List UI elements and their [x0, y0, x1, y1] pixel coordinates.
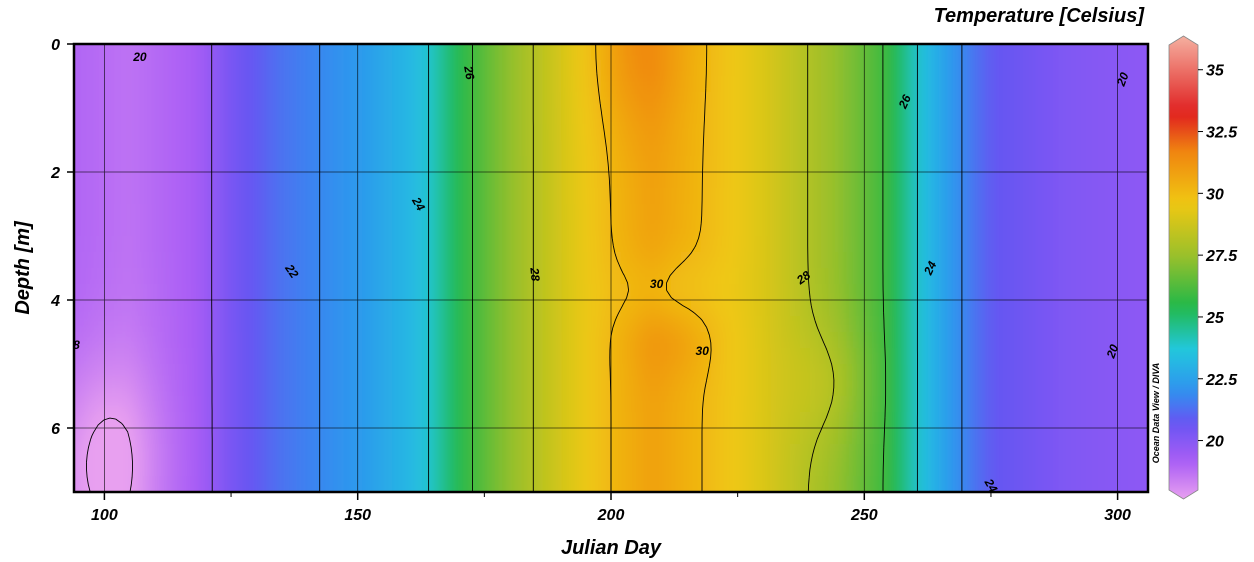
contour-label-7: 24 [981, 475, 1000, 495]
y-axis-title: Depth [m] [12, 220, 34, 315]
colorbar-tick-label: 22.5 [1205, 372, 1238, 389]
colorbar-tick-label: 30 [1206, 186, 1224, 203]
colorbar-tick-label: 32.5 [1206, 125, 1238, 142]
contour-label-3: 8 [73, 338, 80, 352]
temperature-field [74, 44, 1148, 492]
contour-label-text: 28 [793, 268, 813, 288]
colorbar-tick-label: 35 [1206, 63, 1225, 80]
colorbar-ticks: 20 22.5 25 27.5 30 32.5 35 [1198, 63, 1238, 451]
contour-label-8: 26 [461, 64, 477, 81]
x-tick-label-300: 300 [1104, 507, 1131, 524]
contour-label-10: 28 [527, 266, 542, 282]
contour-label-text: 20 [1113, 70, 1131, 89]
y-axis: 0 2 4 6 [50, 37, 74, 438]
contour-label-0: 20 [132, 50, 147, 64]
x-tick-label-150: 150 [344, 507, 371, 524]
colorbar-tick-label: 25 [1205, 310, 1225, 327]
contour-label-text: 24 [981, 475, 1000, 495]
contour-label-text: 20 [1103, 342, 1121, 361]
contour-20 [211, 44, 213, 492]
contour-label-text: 24 [921, 259, 940, 278]
y-tick-label-2: 2 [50, 165, 60, 182]
contour-label-2: 20 [1103, 342, 1121, 361]
contour-label-text: 22 [282, 261, 302, 281]
contour-label-text: 24 [409, 194, 428, 214]
contour-28 [532, 44, 835, 492]
colorbar-tick-label: 20 [1205, 434, 1224, 451]
contour-label-text: 26 [895, 92, 914, 111]
contour-18 [86, 417, 133, 492]
contour-22 [319, 44, 963, 492]
colorbar-tick-label: 27.5 [1205, 248, 1238, 265]
x-tick-label-250: 250 [850, 507, 878, 524]
odv-watermark: Ocean Data View / DIVA [1151, 363, 1161, 464]
x-axis-title: Julian Day [561, 537, 662, 559]
contour-label-text: 28 [527, 266, 542, 282]
contour-labels: 20 20 20 8 22 24 24 24 26 26 28 28 30 30 [73, 50, 1132, 495]
contour-label-1: 20 [1113, 70, 1131, 89]
grid-lines [74, 44, 1148, 492]
contour-label-9: 26 [895, 92, 914, 111]
x-tick-label-100: 100 [91, 507, 118, 524]
x-tick-label-200: 200 [597, 507, 625, 524]
contour-label-11: 28 [793, 268, 813, 288]
x-axis: 100 150 200 250 300 [91, 492, 1131, 524]
y-tick-label-6: 6 [51, 421, 60, 438]
colorbar-title: Temperature [Celsius] [934, 5, 1146, 27]
contour-label-text: 30 [650, 277, 664, 291]
y-tick-label-0: 0 [51, 37, 60, 54]
contour-label-6: 24 [921, 259, 940, 278]
y-tick-label-4: 4 [50, 293, 60, 310]
contour-label-text: 20 [132, 50, 147, 64]
contour-label-text: 8 [73, 338, 80, 352]
contour-label-13: 30 [696, 344, 710, 358]
colorbar-swatch [1168, 35, 1199, 500]
contour-24 [428, 44, 918, 492]
contour-label-text: 30 [696, 344, 710, 358]
contour-label-4: 22 [282, 261, 302, 281]
contour-label-12: 30 [650, 277, 664, 291]
contour-26 [472, 44, 887, 492]
contour-label-text: 26 [461, 64, 477, 81]
contour-label-5: 24 [409, 194, 428, 214]
